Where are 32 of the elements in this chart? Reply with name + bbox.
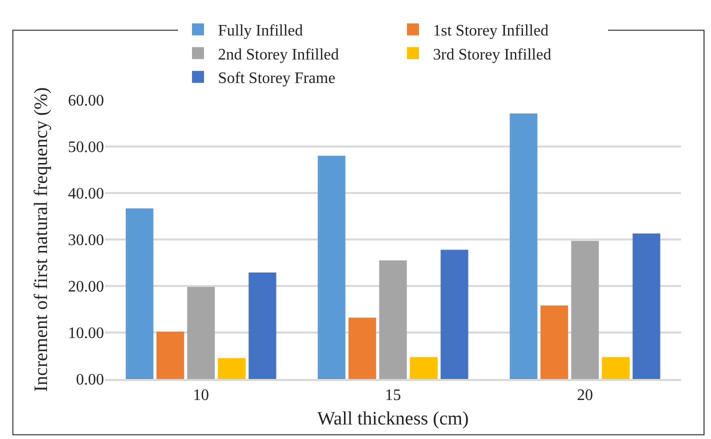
x-tick-label: 20 — [577, 387, 593, 404]
bar — [187, 286, 215, 379]
x-tick-label: 10 — [193, 387, 209, 404]
y-axis-title: Increment of first natural frequency (%) — [30, 87, 52, 392]
legend-label: 3rd Storey Infilled — [433, 46, 552, 64]
bar — [440, 250, 468, 379]
y-tick-label: 10.00 — [68, 325, 104, 342]
y-tick-label: 50.00 — [68, 139, 104, 156]
legend-label: Fully Infilled — [218, 22, 303, 40]
bar — [318, 156, 346, 379]
bar — [379, 260, 407, 379]
y-tick-label: 20.00 — [68, 278, 104, 296]
bar — [602, 357, 630, 379]
x-tick-label: 15 — [385, 387, 401, 404]
x-axis-title: Wall thickness (cm) — [317, 408, 469, 430]
bar — [156, 332, 184, 379]
legend-label: Soft Storey Frame — [218, 70, 336, 88]
bar — [126, 208, 154, 379]
y-tick-label: 0.00 — [76, 372, 104, 389]
y-tick-label: 40.00 — [68, 186, 104, 203]
legend-label: 2nd Storey Infilled — [218, 46, 339, 64]
legend-label: 1st Storey Infilled — [433, 22, 549, 40]
bar — [410, 357, 438, 379]
bar — [571, 240, 599, 379]
bar — [540, 306, 568, 379]
bar — [218, 358, 246, 379]
bar — [632, 233, 660, 379]
bar — [248, 272, 276, 379]
y-tick-label: 60.00 — [68, 92, 104, 110]
y-tick-label: 30.00 — [68, 232, 104, 250]
bar — [348, 318, 376, 379]
bar — [510, 113, 538, 379]
